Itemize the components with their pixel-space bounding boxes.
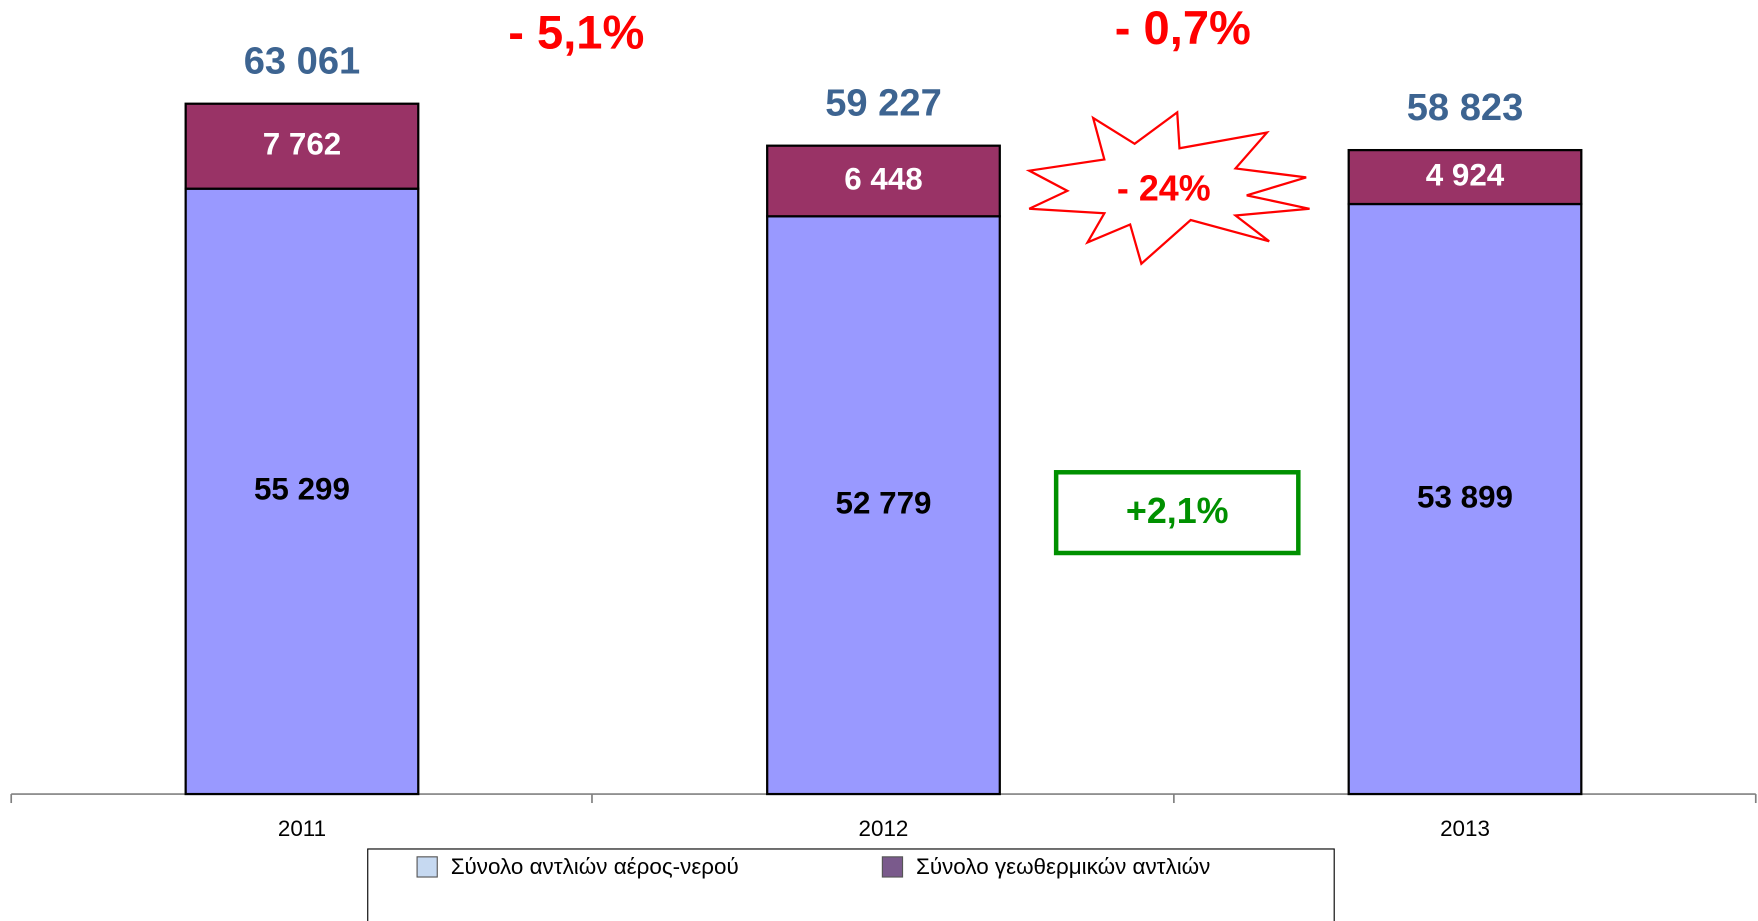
legend-label: Σύνολο γεωθερμικών αντλιών bbox=[916, 854, 1210, 879]
value-label: 4 924 bbox=[1426, 157, 1505, 192]
value-label: 53 899 bbox=[1417, 479, 1513, 514]
value-label: 52 779 bbox=[836, 485, 932, 520]
starburst bbox=[1025, 110, 1310, 266]
annotation: - 5,1% bbox=[508, 6, 644, 59]
x-tick-label: 2013 bbox=[1440, 816, 1490, 841]
annotation: - 24% bbox=[1117, 168, 1211, 208]
bar-segment bbox=[1347, 148, 1583, 206]
legend-swatch bbox=[416, 856, 438, 878]
bar-segment bbox=[184, 187, 420, 796]
value-label: 55 299 bbox=[254, 472, 350, 507]
x-tick-label: 2012 bbox=[859, 816, 909, 841]
total-label: 58 823 bbox=[1407, 87, 1524, 129]
annotation-box bbox=[1053, 470, 1301, 556]
x-tick-label: 2011 bbox=[278, 816, 326, 841]
annotation: +2,1% bbox=[1126, 491, 1229, 531]
value-label: 6 448 bbox=[844, 161, 923, 196]
bar-segment bbox=[1347, 202, 1583, 796]
legend-swatch bbox=[881, 856, 904, 878]
value-label: 7 762 bbox=[263, 127, 342, 162]
bar-segment bbox=[766, 144, 1001, 218]
legend bbox=[367, 848, 1335, 921]
bar-segment bbox=[184, 102, 420, 190]
bar-segment bbox=[766, 215, 1001, 796]
total-label: 59 227 bbox=[825, 82, 942, 124]
annotation: - 0,7% bbox=[1115, 1, 1251, 54]
legend-label: Σύνολο αντλιών αέρος-νερού bbox=[451, 854, 739, 879]
total-label: 63 061 bbox=[244, 40, 361, 82]
